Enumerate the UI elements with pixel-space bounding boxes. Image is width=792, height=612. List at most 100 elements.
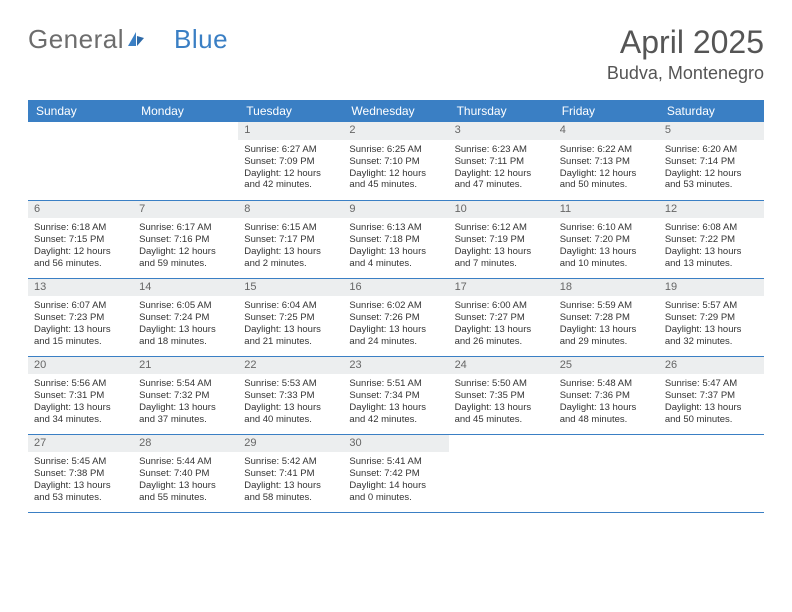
- calendar-week-row: 1 Sunrise: 6:27 AMSunset: 7:09 PMDaylight…: [28, 122, 764, 200]
- daylight-line: Daylight: 14 hours and 0 minutes.: [349, 480, 442, 504]
- day-details: Sunrise: 5:56 AMSunset: 7:31 PMDaylight:…: [28, 376, 133, 432]
- daylight-line: Daylight: 13 hours and 4 minutes.: [349, 246, 442, 270]
- sunset-line: Sunset: 7:40 PM: [139, 468, 232, 480]
- calendar-cell: 14Sunrise: 6:05 AMSunset: 7:24 PMDayligh…: [133, 278, 238, 356]
- daylight-line: Daylight: 13 hours and 40 minutes.: [244, 402, 337, 426]
- calendar-cell: 21Sunrise: 5:54 AMSunset: 7:32 PMDayligh…: [133, 356, 238, 434]
- day-details: Sunrise: 5:45 AMSunset: 7:38 PMDaylight:…: [28, 454, 133, 510]
- sunrise-line: Sunrise: 6:18 AM: [34, 222, 127, 234]
- day-details: Sunrise: 5:47 AMSunset: 7:37 PMDaylight:…: [659, 376, 764, 432]
- sunrise-line: Sunrise: 5:53 AM: [244, 378, 337, 390]
- daylight-line: Daylight: 13 hours and 24 minutes.: [349, 324, 442, 348]
- sunset-line: Sunset: 7:10 PM: [349, 156, 442, 168]
- day-details: Sunrise: 6:00 AMSunset: 7:27 PMDaylight:…: [449, 298, 554, 354]
- day-number: 13: [28, 279, 133, 297]
- weekday-header: Friday: [554, 100, 659, 122]
- calendar-cell: [554, 434, 659, 512]
- calendar-cell: 28Sunrise: 5:44 AMSunset: 7:40 PMDayligh…: [133, 434, 238, 512]
- sunrise-line: Sunrise: 6:23 AM: [455, 144, 548, 156]
- sunset-line: Sunset: 7:11 PM: [455, 156, 548, 168]
- sunrise-line: Sunrise: 5:42 AM: [244, 456, 337, 468]
- sunset-line: Sunset: 7:27 PM: [455, 312, 548, 324]
- location-label: Budva, Montenegro: [607, 63, 764, 84]
- daylight-line: Daylight: 13 hours and 15 minutes.: [34, 324, 127, 348]
- calendar-cell: [449, 434, 554, 512]
- calendar-cell: 15Sunrise: 6:04 AMSunset: 7:25 PMDayligh…: [238, 278, 343, 356]
- sunrise-line: Sunrise: 5:48 AM: [560, 378, 653, 390]
- sunrise-line: Sunrise: 6:04 AM: [244, 300, 337, 312]
- day-number: 29: [238, 435, 343, 453]
- brand-part1: General: [28, 24, 124, 55]
- weekday-header: Sunday: [28, 100, 133, 122]
- calendar-week-row: 13Sunrise: 6:07 AMSunset: 7:23 PMDayligh…: [28, 278, 764, 356]
- daylight-line: Daylight: 13 hours and 34 minutes.: [34, 402, 127, 426]
- daylight-line: Daylight: 13 hours and 58 minutes.: [244, 480, 337, 504]
- day-details: Sunrise: 5:54 AMSunset: 7:32 PMDaylight:…: [133, 376, 238, 432]
- day-number: 5: [659, 122, 764, 140]
- day-details: Sunrise: 6:27 AMSunset: 7:09 PMDaylight:…: [238, 142, 343, 198]
- calendar-cell: 30Sunrise: 5:41 AMSunset: 7:42 PMDayligh…: [343, 434, 448, 512]
- calendar-week-row: 20Sunrise: 5:56 AMSunset: 7:31 PMDayligh…: [28, 356, 764, 434]
- sunrise-line: Sunrise: 6:00 AM: [455, 300, 548, 312]
- daylight-line: Daylight: 12 hours and 56 minutes.: [34, 246, 127, 270]
- day-details: Sunrise: 5:51 AMSunset: 7:34 PMDaylight:…: [343, 376, 448, 432]
- calendar-cell: 22Sunrise: 5:53 AMSunset: 7:33 PMDayligh…: [238, 356, 343, 434]
- day-number: 26: [659, 357, 764, 375]
- sunrise-line: Sunrise: 5:56 AM: [34, 378, 127, 390]
- sunset-line: Sunset: 7:13 PM: [560, 156, 653, 168]
- calendar-cell: 6Sunrise: 6:18 AMSunset: 7:15 PMDaylight…: [28, 200, 133, 278]
- daylight-line: Daylight: 13 hours and 18 minutes.: [139, 324, 232, 348]
- sunrise-line: Sunrise: 6:15 AM: [244, 222, 337, 234]
- daylight-line: Daylight: 13 hours and 50 minutes.: [665, 402, 758, 426]
- calendar-cell: 13Sunrise: 6:07 AMSunset: 7:23 PMDayligh…: [28, 278, 133, 356]
- sunset-line: Sunset: 7:41 PM: [244, 468, 337, 480]
- calendar-cell: 5Sunrise: 6:20 AMSunset: 7:14 PMDaylight…: [659, 122, 764, 200]
- daylight-line: Daylight: 13 hours and 13 minutes.: [665, 246, 758, 270]
- day-number: 24: [449, 357, 554, 375]
- day-details: Sunrise: 6:22 AMSunset: 7:13 PMDaylight:…: [554, 142, 659, 198]
- day-number: 1: [238, 122, 343, 140]
- day-number: 11: [554, 201, 659, 219]
- sunset-line: Sunset: 7:17 PM: [244, 234, 337, 246]
- calendar-cell: 24Sunrise: 5:50 AMSunset: 7:35 PMDayligh…: [449, 356, 554, 434]
- title-block: April 2025 Budva, Montenegro: [607, 24, 764, 84]
- month-title: April 2025: [607, 24, 764, 61]
- calendar-cell: 18Sunrise: 5:59 AMSunset: 7:28 PMDayligh…: [554, 278, 659, 356]
- day-details: Sunrise: 6:04 AMSunset: 7:25 PMDaylight:…: [238, 298, 343, 354]
- calendar-body: 1 Sunrise: 6:27 AMSunset: 7:09 PMDaylight…: [28, 122, 764, 512]
- day-number: 20: [28, 357, 133, 375]
- sunset-line: Sunset: 7:14 PM: [665, 156, 758, 168]
- sunset-line: Sunset: 7:20 PM: [560, 234, 653, 246]
- day-details: Sunrise: 5:48 AMSunset: 7:36 PMDaylight:…: [554, 376, 659, 432]
- sunset-line: Sunset: 7:09 PM: [244, 156, 337, 168]
- day-details: Sunrise: 5:53 AMSunset: 7:33 PMDaylight:…: [238, 376, 343, 432]
- sunset-line: Sunset: 7:31 PM: [34, 390, 127, 402]
- day-number: 3: [449, 122, 554, 140]
- calendar-cell: 2Sunrise: 6:25 AMSunset: 7:10 PMDaylight…: [343, 122, 448, 200]
- daylight-line: Daylight: 12 hours and 45 minutes.: [349, 168, 442, 192]
- sunrise-line: Sunrise: 5:51 AM: [349, 378, 442, 390]
- calendar-table: SundayMondayTuesdayWednesdayThursdayFrid…: [28, 100, 764, 513]
- daylight-line: Daylight: 13 hours and 7 minutes.: [455, 246, 548, 270]
- sunset-line: Sunset: 7:25 PM: [244, 312, 337, 324]
- sunset-line: Sunset: 7:18 PM: [349, 234, 442, 246]
- sunrise-line: Sunrise: 5:50 AM: [455, 378, 548, 390]
- day-details: Sunrise: 5:50 AMSunset: 7:35 PMDaylight:…: [449, 376, 554, 432]
- daylight-line: Daylight: 13 hours and 2 minutes.: [244, 246, 337, 270]
- sunrise-line: Sunrise: 6:20 AM: [665, 144, 758, 156]
- day-number: 15: [238, 279, 343, 297]
- sunset-line: Sunset: 7:37 PM: [665, 390, 758, 402]
- sunrise-line: Sunrise: 6:07 AM: [34, 300, 127, 312]
- day-details: Sunrise: 6:12 AMSunset: 7:19 PMDaylight:…: [449, 220, 554, 276]
- sunrise-line: Sunrise: 6:17 AM: [139, 222, 232, 234]
- sunset-line: Sunset: 7:15 PM: [34, 234, 127, 246]
- sunset-line: Sunset: 7:32 PM: [139, 390, 232, 402]
- calendar-cell: 7Sunrise: 6:17 AMSunset: 7:16 PMDaylight…: [133, 200, 238, 278]
- calendar-cell: [28, 122, 133, 200]
- calendar-cell: 12Sunrise: 6:08 AMSunset: 7:22 PMDayligh…: [659, 200, 764, 278]
- calendar-cell: 4Sunrise: 6:22 AMSunset: 7:13 PMDaylight…: [554, 122, 659, 200]
- day-number: 16: [343, 279, 448, 297]
- calendar-cell: 16Sunrise: 6:02 AMSunset: 7:26 PMDayligh…: [343, 278, 448, 356]
- calendar-cell: 29 Sunrise: 5:42 AMSunset: 7:41 PMDayligh…: [238, 434, 343, 512]
- calendar-week-row: 6Sunrise: 6:18 AMSunset: 7:15 PMDaylight…: [28, 200, 764, 278]
